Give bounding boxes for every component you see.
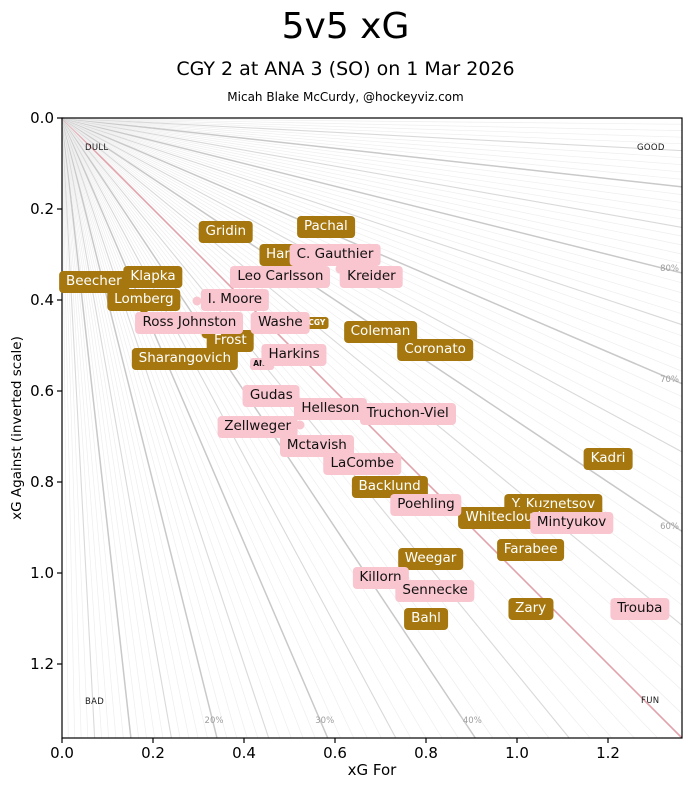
data-point-nub: [335, 264, 345, 274]
data-point-nub: [295, 420, 305, 430]
player-label-zary: Zary: [508, 598, 554, 621]
player-label-harkins: Harkins: [261, 343, 327, 366]
player-label-lomberg: Lomberg: [107, 289, 181, 311]
player-label-sennecke: Sennecke: [395, 580, 475, 603]
corner-label-fun: FUN: [641, 696, 660, 706]
y-tick-label: 0.4: [30, 291, 54, 309]
player-label-washe: Washe: [251, 311, 310, 334]
y-tick-label: 1.0: [30, 564, 54, 582]
y-tick-label: 0.6: [30, 382, 54, 400]
chart-subtitle: CGY 2 at ANA 3 (SO) on 1 Mar 2026: [176, 58, 515, 80]
player-label-coleman: Coleman: [343, 320, 418, 343]
player-label-gridin: Gridin: [198, 220, 254, 243]
player-label-klapka: Klapka: [123, 266, 183, 289]
player-label-backlund: Backlund: [351, 475, 428, 498]
player-label-i-moore: I. Moore: [200, 289, 270, 311]
player-label-kadri: Kadri: [583, 448, 633, 471]
share-line-label-20: 20%: [204, 716, 224, 726]
team-marker-cgy: CGY: [305, 316, 329, 329]
x-tick-label: 0.4: [232, 744, 256, 762]
x-tick-label: 1.2: [596, 744, 620, 762]
player-label-trouba: Trouba: [610, 598, 670, 621]
player-label-mctavish: Mctavish: [279, 434, 354, 457]
x-tick-label: 0.8: [414, 744, 438, 762]
y-tick-label: 0.0: [30, 109, 54, 127]
player-label-c-gauthier: C. Gauthier: [289, 243, 381, 266]
y-tick-label: 1.2: [30, 655, 54, 673]
player-label-ross-johnston: Ross Johnston: [135, 311, 244, 334]
attribution: Micah Blake McCurdy, @hockeyviz.com: [227, 90, 464, 104]
chart-title: 5v5 xG: [281, 6, 410, 47]
x-axis-label: xG For: [347, 761, 397, 779]
player-label-leo-carlsson: Leo Carlsson: [230, 266, 331, 289]
player-label-farabee: Farabee: [496, 539, 565, 562]
share-line-label-40: 40%: [462, 716, 482, 726]
y-tick-label: 0.2: [30, 200, 54, 218]
player-label-lacombe: LaCombe: [323, 452, 402, 475]
player-label-whitecloud: Whitecloud: [458, 507, 549, 530]
player-label-beecher: Beecher: [58, 270, 129, 293]
corner-label-bad: BAD: [85, 697, 105, 707]
player-label-poehling: Poehling: [390, 493, 462, 516]
x-tick-label: 1.0: [505, 744, 529, 762]
corner-label-dull: DULL: [85, 143, 109, 153]
player-label-sharangovich: Sharangovich: [131, 348, 239, 371]
x-tick-label: 0.2: [141, 744, 165, 762]
player-label-weegar: Weegar: [397, 548, 464, 571]
corner-label-good: GOOD: [637, 143, 665, 153]
player-label-helleson: Helleson: [294, 398, 367, 421]
share-line-label-60: 60%: [660, 522, 679, 533]
player-label-bahl: Bahl: [404, 607, 448, 630]
player-label-coronato: Coronato: [397, 339, 473, 362]
y-axis-label: xG Against (inverted scale): [9, 336, 25, 520]
y-tick-label: 0.8: [30, 473, 54, 491]
player-label-zellweger: Zellweger: [217, 416, 299, 439]
player-label-pachal: Pachal: [296, 216, 355, 239]
share-line-label-30: 30%: [315, 716, 335, 726]
share-line-label-80: 80%: [660, 264, 679, 274]
player-label-gudas: Gudas: [242, 384, 300, 407]
player-label-truchon-viel: Truchon-Viel: [359, 402, 456, 425]
data-point-nub: [201, 329, 211, 339]
share-line-label-70: 70%: [660, 374, 679, 385]
data-point-nub: [192, 296, 202, 306]
x-tick-label: 0.0: [50, 744, 74, 762]
player-label-killorn: Killorn: [352, 566, 409, 589]
player-label-kreider: Kreider: [340, 266, 403, 289]
x-tick-label: 0.6: [323, 744, 347, 762]
player-label-frost: Frost: [207, 329, 254, 352]
player-label-mintyukov: Mintyukov: [529, 511, 614, 534]
